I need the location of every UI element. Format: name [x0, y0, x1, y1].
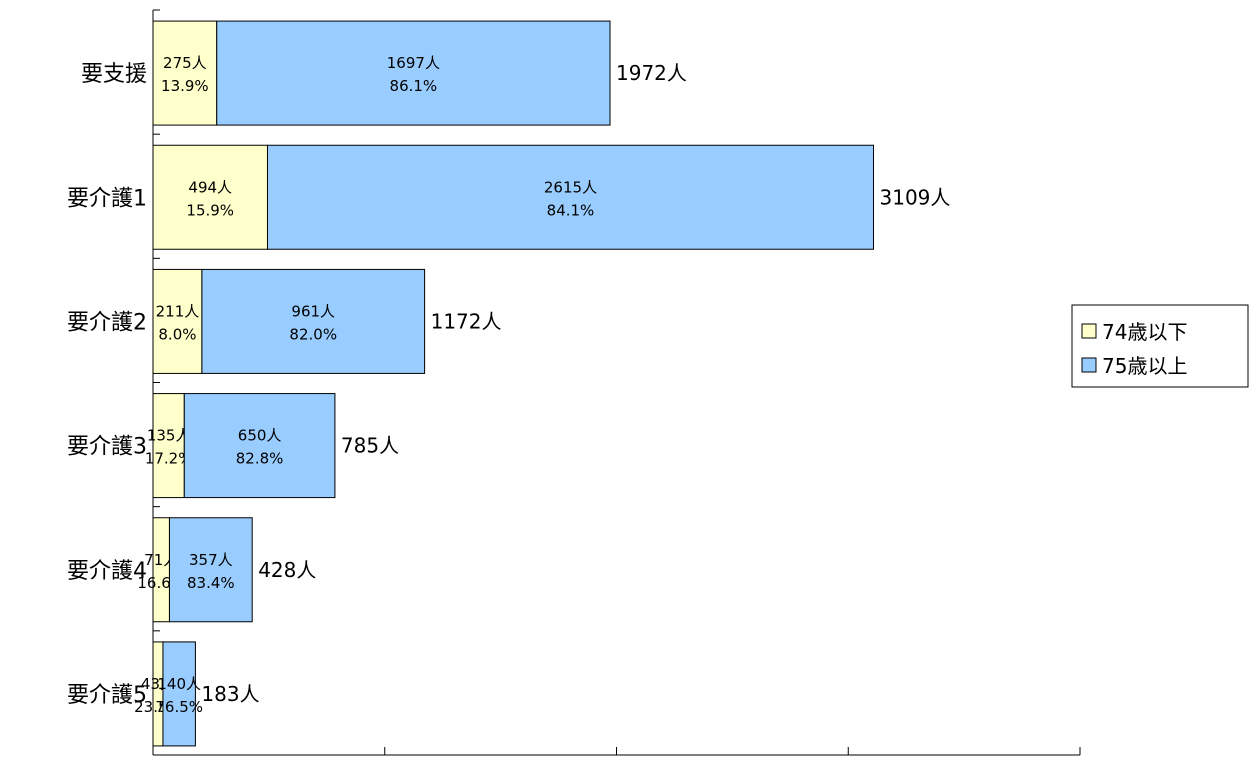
category-label: 要介護3	[67, 435, 147, 460]
bar-total-label: 785人	[341, 434, 399, 458]
bar-value-label: 357人	[189, 551, 233, 569]
category-label: 要介護2	[67, 310, 147, 335]
bar-percent-label: 13.9%	[161, 77, 209, 95]
bar-percent-label: 76.5%	[155, 698, 203, 716]
category-label: 要介護1	[67, 186, 147, 211]
bar-percent-label: 82.8%	[236, 450, 284, 468]
category-label: 要支援	[81, 62, 147, 87]
category-label: 要介護5	[67, 683, 147, 708]
bar-segment-75-over	[216, 20, 611, 126]
bar-percent-label: 83.4%	[187, 574, 235, 592]
legend-label: 74歳以下	[1102, 320, 1187, 344]
bar-segment-74-under	[152, 517, 170, 623]
legend-swatch	[1081, 323, 1097, 339]
bar-value-label: 135人	[147, 427, 191, 445]
chart-legend: 74歳以下 75歳以上	[1071, 304, 1249, 388]
bar-percent-label: 17.2%	[145, 450, 193, 468]
legend-box	[1071, 304, 1249, 388]
bar-value-label: 961人	[291, 302, 335, 320]
bar-total-label: 3109人	[880, 185, 951, 209]
bar-total-label: 183人	[201, 682, 259, 706]
bar-value-label: 494人	[188, 178, 232, 196]
bar-total-label: 428人	[258, 558, 316, 582]
bar-value-label: 2615人	[544, 178, 597, 196]
bar-segment-74-under	[152, 393, 185, 499]
bar-segment-75-over	[162, 641, 196, 747]
bar-value-label: 650人	[238, 427, 282, 445]
bar-percent-label: 8.0%	[158, 325, 196, 343]
bar-percent-label: 15.9%	[186, 201, 234, 219]
bar-segment-74-under	[152, 144, 268, 250]
bar-segment-74-under	[152, 268, 203, 374]
bar-percent-label: 86.1%	[390, 77, 438, 95]
bar-total-label: 1172人	[431, 309, 502, 333]
legend-swatch	[1081, 357, 1097, 373]
bar-segment-75-over	[266, 144, 875, 250]
bar-segment-74-under	[152, 20, 218, 126]
bar-segment-75-over	[168, 517, 253, 623]
bar-segment-75-over	[201, 268, 426, 374]
bar-value-label: 275人	[163, 54, 207, 72]
bar-segment-75-over	[183, 393, 336, 499]
bar-percent-label: 84.1%	[547, 201, 595, 219]
bar-percent-label: 82.0%	[289, 325, 337, 343]
category-label: 要介護4	[67, 559, 147, 584]
bar-value-label: 140人	[157, 675, 201, 693]
bar-segment-74-under	[152, 641, 164, 747]
bar-total-label: 1972人	[616, 61, 687, 85]
bar-value-label: 211人	[156, 302, 200, 320]
chart-bars: 275人 13.9% 1697人 86.1% 1972人 494人 15.9% 2615人 84…	[134, 20, 951, 747]
legend-label: 75歳以上	[1102, 354, 1187, 378]
bar-value-label: 1697人	[387, 54, 440, 72]
